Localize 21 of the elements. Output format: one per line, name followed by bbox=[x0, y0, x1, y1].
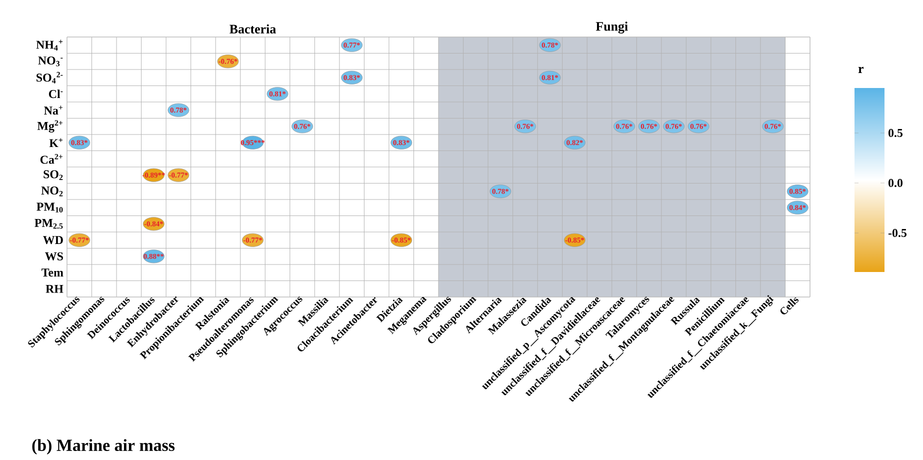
x-tick-label: Cells bbox=[780, 297, 799, 314]
y-tick-label: Tem bbox=[42, 268, 64, 277]
y-tick-label: Na$^{+}$ bbox=[44, 106, 63, 115]
color-bar-label: 0.5 bbox=[888, 128, 903, 138]
color-bar-label: -0.5 bbox=[888, 228, 907, 238]
y-tick-label: NO$_{2}$ bbox=[41, 186, 63, 196]
text: Bacteria bbox=[230, 24, 276, 34]
y-tick-label: RH bbox=[46, 284, 64, 293]
y-tick-label: SO$_{2}$ bbox=[44, 170, 63, 180]
band-label: Fungi bbox=[596, 22, 628, 34]
y-tick-label: Cl$^{-}$ bbox=[48, 90, 63, 98]
y-tick-label: WS bbox=[45, 252, 63, 260]
color-bar-title: r bbox=[858, 66, 864, 73]
y-tick-label: PM$_{2.5}$ bbox=[34, 219, 63, 229]
y-tick-label: PM$_{10}$ bbox=[36, 202, 63, 212]
color-bar-label: 0.0 bbox=[888, 178, 903, 188]
y-tick-label: WD bbox=[43, 236, 63, 244]
text: (b) Marine air mass bbox=[32, 439, 175, 454]
y-tick-label: Mg$^{2+}$ bbox=[37, 120, 63, 133]
y-tick-label: K$^{+}$ bbox=[49, 138, 63, 148]
y-tick-label: Ca$^{2+}$ bbox=[40, 154, 63, 164]
